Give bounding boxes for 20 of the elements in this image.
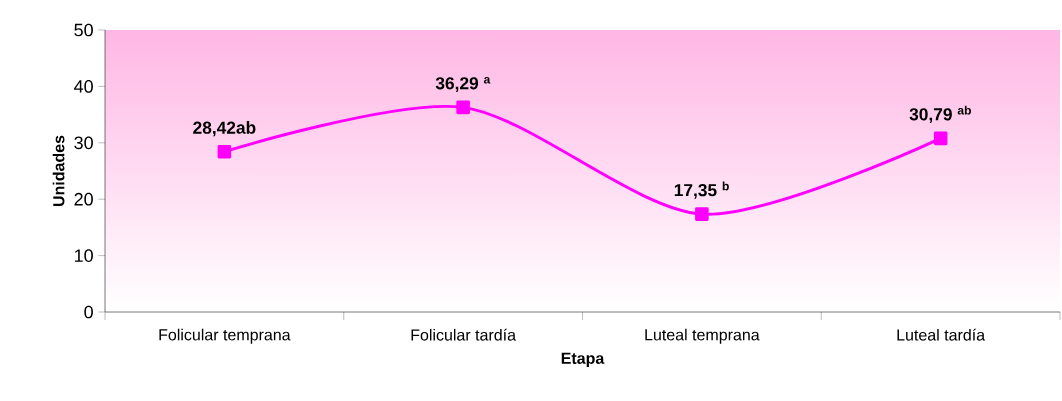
y-axis-title: Unidades xyxy=(52,135,65,207)
point xyxy=(456,100,470,115)
y-tick-label: 10 xyxy=(74,249,93,262)
x-tick-label: Folicular temprana xyxy=(159,328,291,344)
x-tick-label: Luteal tardía xyxy=(897,328,986,341)
x-axis-title: Etapa xyxy=(561,352,605,368)
x-tick-label: Folicular tardía xyxy=(411,328,516,341)
data-label: 28,42ab xyxy=(193,121,256,137)
y-tick-label: 40 xyxy=(74,80,93,93)
data-label: 36,29 $^{a}$ xyxy=(435,76,491,92)
point xyxy=(695,207,709,221)
y-tick-label: 0 xyxy=(84,305,93,319)
x-tick-label: Luteal temprana xyxy=(645,328,760,344)
point xyxy=(217,144,232,159)
data-label: 30,79 $^{ab}$ xyxy=(909,105,971,123)
y-tick-label: 30 xyxy=(74,136,93,150)
y-tick-label: 20 xyxy=(74,192,93,206)
y-tick-label: 50 xyxy=(74,23,93,37)
point xyxy=(933,131,948,146)
data-label: 17,35 $^{b}$ xyxy=(674,181,729,199)
